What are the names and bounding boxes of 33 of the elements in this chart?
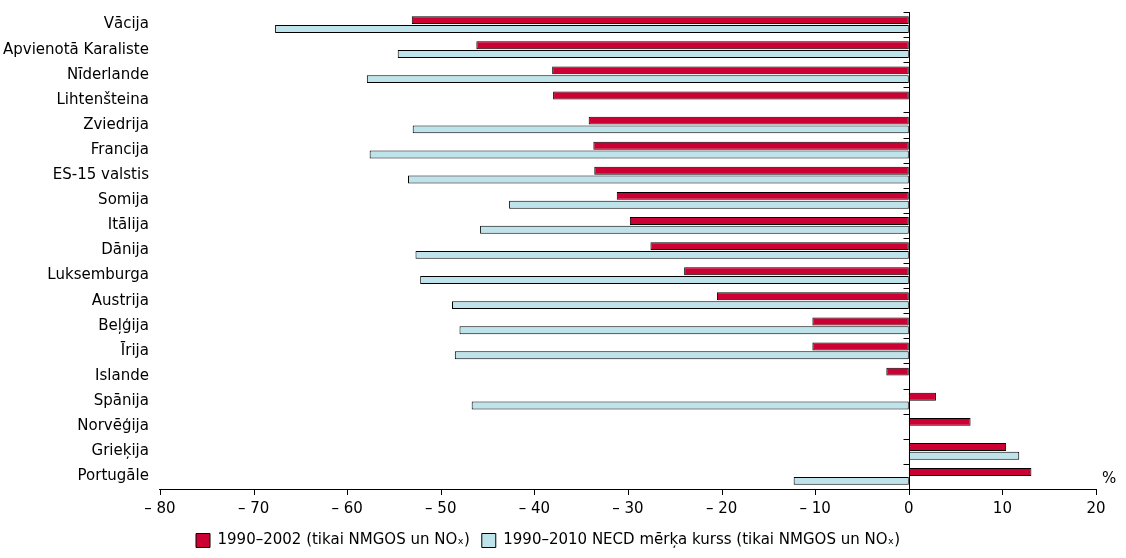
- x-tick-label: – 20: [705, 498, 738, 517]
- y-tick-label: ES-15 valstis: [52, 165, 150, 184]
- y-tick-label: Austrija: [91, 290, 149, 309]
- x-tick-label: – 30: [612, 498, 644, 517]
- x-axis-title: %: [1102, 469, 1117, 488]
- x-tick-label: – 60: [331, 498, 363, 517]
- y-tick-label: Beļģija: [98, 315, 149, 334]
- y-tick-label: Francija: [90, 139, 149, 158]
- y-tick-label: Īrija: [120, 340, 149, 359]
- y-tick-label: Grieķija: [91, 441, 149, 460]
- x-tick-label: 20: [1086, 498, 1106, 517]
- y-tick-label: Islande: [95, 365, 149, 384]
- x-tick-label: – 10: [799, 498, 831, 517]
- x-tick-label: – 80: [144, 498, 176, 517]
- y-tick-label: Spānija: [93, 391, 149, 410]
- x-tick-label: 0: [904, 498, 914, 517]
- x-tick-label: – 70: [237, 498, 270, 517]
- x-tick-label: – 40: [518, 498, 551, 517]
- y-tick-label: Vācija: [103, 14, 149, 33]
- legend-label: 1990–2010 NECD mērķa kurss (tikai NMGOS un NOₓ): [503, 530, 900, 549]
- y-tick-label: Apvienotā Karaliste: [3, 39, 149, 58]
- y-tick-label: Luksemburga: [47, 265, 149, 284]
- y-tick-label: Zviedrija: [83, 114, 149, 133]
- y-tick-label: Portugāle: [77, 466, 149, 485]
- x-tick-label: 10: [992, 498, 1012, 517]
- x-tick-label: – 50: [425, 498, 457, 517]
- y-tick-label: Norvēģija: [77, 416, 149, 435]
- y-tick-label: Itālija: [107, 215, 149, 234]
- y-tick-label: Lihtenšteina: [56, 89, 149, 108]
- y-tick-label: Nīderlande: [67, 64, 149, 83]
- legend-label: 1990–2002 (tikai NMGOS un NOₓ): [217, 530, 470, 549]
- y-tick-label: Dānija: [101, 240, 149, 259]
- y-tick-label: Somija: [98, 190, 149, 209]
